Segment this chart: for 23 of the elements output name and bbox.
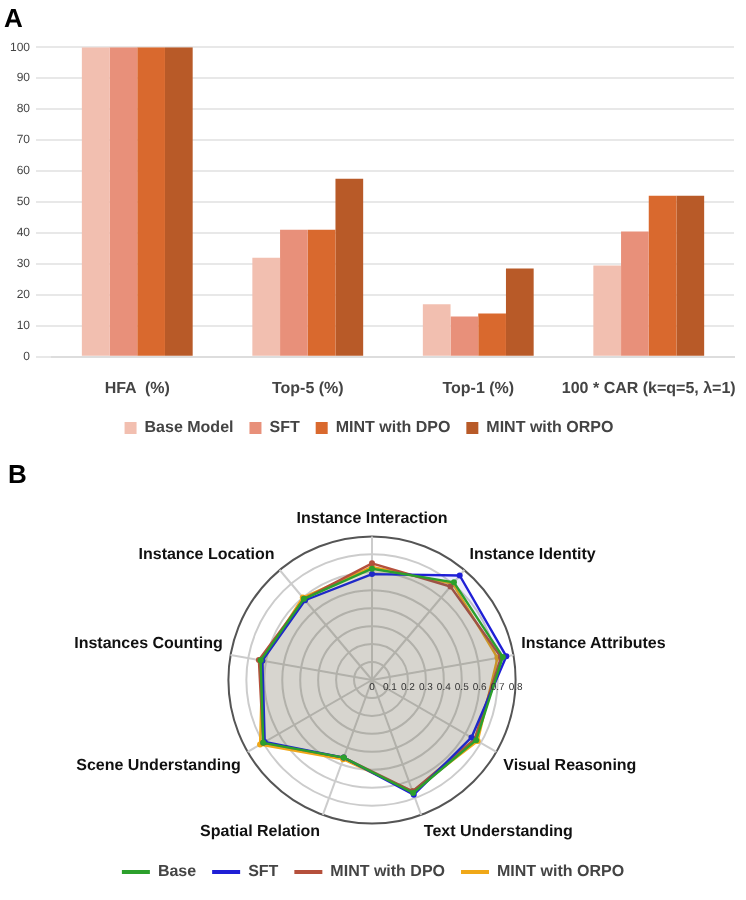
spoke-label: Instance Identity	[469, 544, 597, 563]
chart-title: A	[4, 2, 24, 33]
chart-title: B	[8, 458, 27, 489]
legend-label: MINT with DPO	[330, 862, 446, 881]
x-tick-label: 100 * CAR (k=q=5, λ=1)	[561, 378, 737, 397]
legend-label: Base Model	[144, 418, 234, 437]
spoke-label: Instances Counting	[74, 634, 223, 653]
spoke-label: Visual Reasoning	[503, 755, 637, 774]
legend-label: MINT with ORPO	[497, 862, 625, 881]
legend-label: MINT with ORPO	[486, 418, 614, 437]
spoke-label: Scene Understanding	[76, 755, 241, 774]
spoke-label: Instance Attributes	[521, 634, 667, 653]
x-tick-label: Top-1 (%)	[442, 378, 515, 397]
spoke-label: Text Understanding	[423, 822, 574, 841]
x-tick-label: HFA (%)	[104, 378, 171, 397]
spoke-label: Instance Location	[138, 544, 275, 563]
spoke-label: Instance Interaction	[296, 509, 448, 528]
legend-label: SFT	[248, 862, 279, 881]
legend-label: MINT with DPO	[335, 418, 451, 437]
legend-label: SFT	[269, 418, 300, 437]
x-tick-label: Top-5 (%)	[271, 378, 345, 397]
spoke-label: Spatial Relation	[200, 822, 321, 841]
legend-label: Base	[157, 862, 198, 881]
